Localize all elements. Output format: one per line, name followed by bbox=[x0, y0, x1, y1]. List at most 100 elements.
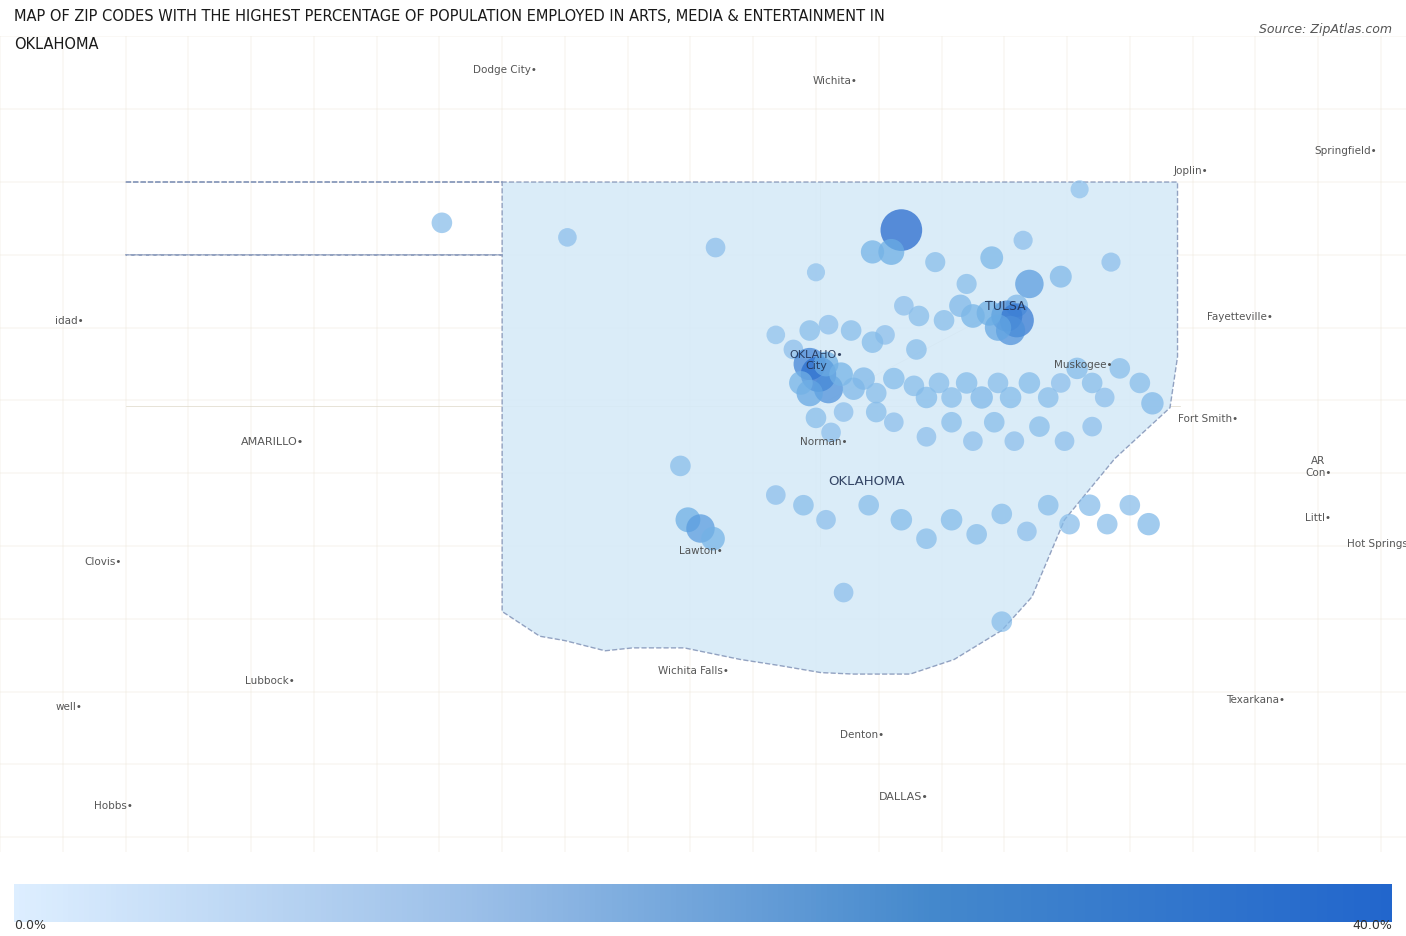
Point bbox=[1119, 498, 1142, 513]
Point bbox=[689, 521, 711, 536]
Point bbox=[792, 498, 814, 513]
Point bbox=[1028, 419, 1050, 434]
Point bbox=[1018, 376, 1040, 391]
Point bbox=[987, 321, 1010, 336]
Point bbox=[1005, 299, 1028, 314]
Point bbox=[1094, 390, 1116, 405]
Point bbox=[924, 256, 946, 271]
Point bbox=[790, 376, 813, 391]
Point bbox=[852, 372, 875, 387]
Point bbox=[1137, 517, 1160, 532]
Text: Denton•: Denton• bbox=[841, 729, 884, 739]
Point bbox=[814, 513, 837, 528]
Point bbox=[820, 426, 842, 441]
Point bbox=[865, 405, 887, 420]
Point bbox=[799, 324, 821, 339]
Point bbox=[873, 328, 896, 343]
Point bbox=[956, 376, 979, 391]
Point bbox=[970, 390, 993, 405]
Text: idad•: idad• bbox=[55, 316, 83, 326]
Point bbox=[949, 299, 972, 314]
Text: Clovis•: Clovis• bbox=[84, 556, 122, 566]
Point bbox=[991, 507, 1014, 522]
Point bbox=[915, 430, 938, 445]
Point bbox=[1015, 524, 1038, 539]
Text: Fayetteville•: Fayetteville• bbox=[1208, 312, 1274, 322]
Point bbox=[765, 488, 787, 503]
Text: MAP OF ZIP CODES WITH THE HIGHEST PERCENTAGE OF POPULATION EMPLOYED IN ARTS, MED: MAP OF ZIP CODES WITH THE HIGHEST PERCEN… bbox=[14, 9, 884, 24]
Text: Hobbs•: Hobbs• bbox=[94, 800, 132, 811]
Text: 40.0%: 40.0% bbox=[1353, 918, 1392, 931]
Point bbox=[995, 309, 1018, 324]
Point bbox=[1108, 361, 1130, 376]
Point bbox=[807, 367, 830, 382]
Point bbox=[883, 416, 905, 431]
Point bbox=[1129, 376, 1152, 391]
Text: 0.0%: 0.0% bbox=[14, 918, 46, 931]
Point bbox=[956, 277, 979, 292]
Point bbox=[980, 251, 1002, 266]
Text: Dodge City•: Dodge City• bbox=[472, 65, 537, 75]
Point bbox=[839, 324, 862, 339]
Point bbox=[1059, 517, 1081, 532]
Point bbox=[890, 513, 912, 528]
Point bbox=[799, 387, 821, 402]
Point bbox=[905, 343, 928, 358]
Point bbox=[817, 382, 839, 397]
Text: Muskogee•: Muskogee• bbox=[1054, 359, 1112, 370]
Point bbox=[704, 241, 727, 256]
Point bbox=[842, 382, 865, 397]
Text: TULSA: TULSA bbox=[986, 300, 1026, 313]
Point bbox=[962, 434, 984, 449]
Point bbox=[928, 376, 950, 391]
Point bbox=[1038, 498, 1060, 513]
Point bbox=[941, 416, 963, 431]
Text: Norman•: Norman• bbox=[800, 437, 848, 446]
Text: Texarkana•: Texarkana• bbox=[1226, 695, 1285, 704]
Point bbox=[1069, 183, 1091, 197]
Polygon shape bbox=[125, 183, 1177, 674]
Point bbox=[941, 513, 963, 528]
Point bbox=[1078, 498, 1101, 513]
Point bbox=[1081, 419, 1104, 434]
Text: Hot Springs•: Hot Springs• bbox=[1347, 538, 1406, 548]
Point bbox=[991, 615, 1014, 630]
Point bbox=[858, 498, 880, 513]
Point bbox=[862, 335, 884, 350]
Text: Joplin•: Joplin• bbox=[1174, 167, 1209, 176]
Point bbox=[883, 372, 905, 387]
Point bbox=[1142, 397, 1164, 412]
Point bbox=[1038, 390, 1060, 405]
Point bbox=[1002, 434, 1025, 449]
Point bbox=[1053, 434, 1076, 449]
Point bbox=[915, 390, 938, 405]
Point bbox=[1097, 517, 1119, 532]
Point bbox=[832, 585, 855, 600]
Point bbox=[702, 532, 724, 547]
Point bbox=[669, 459, 692, 474]
Point bbox=[804, 266, 827, 281]
Point bbox=[979, 306, 1001, 321]
Point bbox=[765, 328, 787, 343]
Point bbox=[1049, 270, 1071, 285]
Text: Springfield•: Springfield• bbox=[1315, 146, 1376, 156]
Point bbox=[1099, 256, 1122, 271]
Point bbox=[832, 405, 855, 420]
Point bbox=[941, 390, 963, 405]
Point bbox=[987, 376, 1010, 391]
Text: Littl•: Littl• bbox=[1305, 512, 1331, 522]
Point bbox=[908, 309, 931, 324]
Point bbox=[962, 309, 984, 324]
Point bbox=[830, 367, 852, 382]
Point bbox=[893, 299, 915, 314]
Point bbox=[430, 216, 453, 231]
Point bbox=[817, 318, 839, 333]
Point bbox=[1066, 361, 1088, 376]
Point bbox=[1049, 376, 1071, 391]
Text: DALLAS•: DALLAS• bbox=[879, 792, 929, 801]
Point bbox=[782, 343, 804, 358]
Point bbox=[1018, 277, 1040, 292]
Point bbox=[862, 245, 884, 260]
Point bbox=[983, 416, 1005, 431]
Text: OKLAHOMA: OKLAHOMA bbox=[828, 475, 904, 488]
